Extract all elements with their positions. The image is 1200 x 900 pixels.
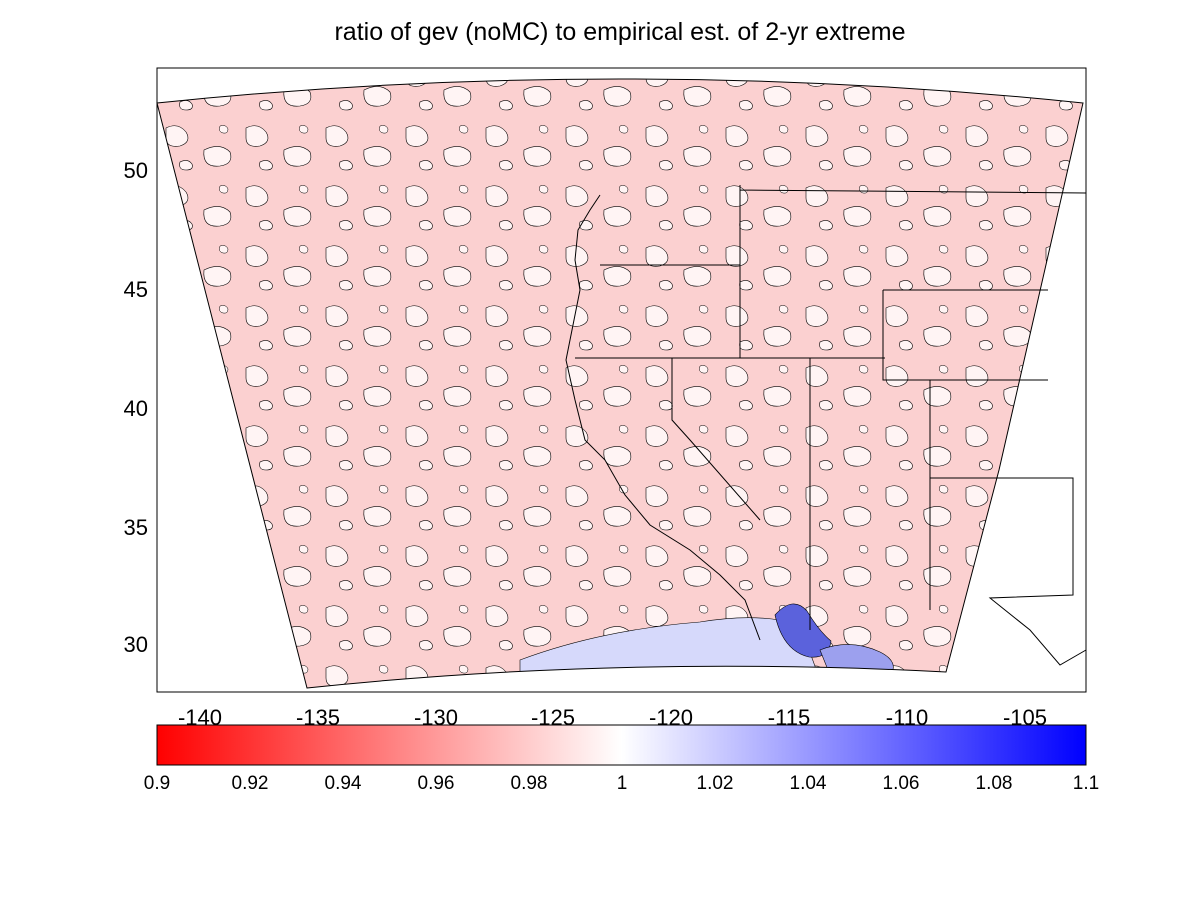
- y-tick-label: 50: [123, 158, 148, 183]
- y-tick-label: 45: [123, 277, 148, 302]
- x-tick-label: -105: [1002, 705, 1048, 730]
- boundaries: [565, 185, 1087, 666]
- x-tick-label: -110: [885, 705, 929, 730]
- ratio-field: [157, 79, 1083, 688]
- domain-outline: [156, 78, 1084, 689]
- y-tick-label: 35: [123, 515, 148, 540]
- colorbar-tick-label: 1.06: [882, 773, 920, 794]
- blue-core-region: [774, 603, 832, 658]
- x-tick-label: -120: [648, 705, 694, 730]
- chart-title: ratio of gev (noMC) to empirical est. of…: [334, 18, 906, 46]
- state-boundaries: [575, 185, 1087, 666]
- x-tick-label: -140: [177, 705, 223, 730]
- colorbar-tick-label: 1: [616, 773, 628, 794]
- colorbar-tick-label: 0.96: [417, 773, 455, 794]
- colorbar-tick-label: 1.02: [696, 773, 734, 794]
- colorbar-tick-label: 0.94: [324, 773, 362, 794]
- y-tick-label: 40: [123, 396, 148, 421]
- colorbar: [156, 724, 1087, 766]
- x-tick-label: -115: [767, 705, 811, 730]
- coastline: [565, 194, 761, 641]
- colorbar-tick-label: 0.98: [510, 773, 548, 794]
- x-tick-label: -130: [413, 705, 459, 730]
- colorbar-tick-label: 0.92: [231, 773, 269, 794]
- x-tick-label: -135: [295, 705, 341, 730]
- colorbar-tick-label: 0.9: [143, 773, 171, 794]
- y-tick-label: 30: [123, 632, 148, 657]
- x-tick-label: -125: [530, 705, 576, 730]
- colorbar-tick-label: 1.08: [975, 773, 1013, 794]
- colorbar-tick-label: 1.04: [789, 773, 827, 794]
- colorbar-tick-label: 1.1: [1072, 773, 1100, 794]
